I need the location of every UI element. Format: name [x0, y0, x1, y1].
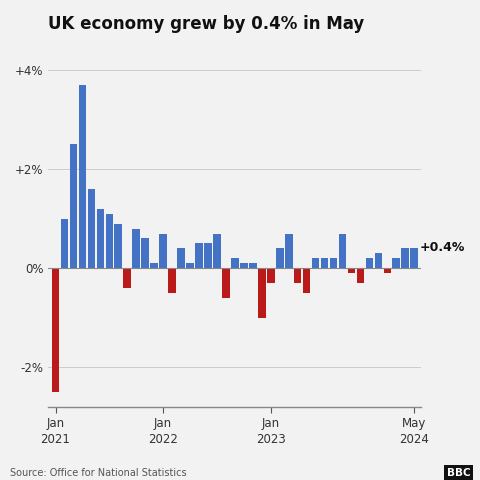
Bar: [115, 224, 122, 268]
Bar: [213, 233, 221, 268]
Bar: [312, 258, 319, 268]
Bar: [321, 258, 328, 268]
Bar: [374, 253, 382, 268]
Bar: [150, 263, 158, 268]
Bar: [96, 209, 104, 268]
Bar: [330, 258, 337, 268]
Bar: [60, 218, 68, 268]
Text: Source: Office for National Statistics: Source: Office for National Statistics: [10, 468, 186, 478]
Bar: [384, 268, 391, 273]
Bar: [339, 233, 346, 268]
Bar: [249, 263, 257, 268]
Text: +0.4%: +0.4%: [420, 241, 465, 254]
Bar: [294, 268, 301, 283]
Text: BBC: BBC: [447, 468, 470, 478]
Bar: [177, 248, 185, 268]
Bar: [195, 243, 203, 268]
Bar: [401, 248, 409, 268]
Bar: [393, 258, 400, 268]
Bar: [240, 263, 248, 268]
Text: UK economy grew by 0.4% in May: UK economy grew by 0.4% in May: [48, 15, 365, 33]
Bar: [87, 189, 95, 268]
Bar: [159, 233, 167, 268]
Bar: [106, 214, 113, 268]
Bar: [303, 268, 311, 293]
Bar: [132, 228, 140, 268]
Bar: [204, 243, 212, 268]
Bar: [348, 268, 355, 273]
Bar: [168, 268, 176, 293]
Bar: [52, 268, 60, 392]
Bar: [285, 233, 292, 268]
Bar: [410, 248, 418, 268]
Bar: [123, 268, 131, 288]
Bar: [222, 268, 230, 298]
Bar: [79, 85, 86, 268]
Bar: [357, 268, 364, 283]
Bar: [231, 258, 239, 268]
Bar: [258, 268, 265, 318]
Bar: [70, 144, 77, 268]
Bar: [276, 248, 284, 268]
Bar: [366, 258, 373, 268]
Bar: [186, 263, 194, 268]
Bar: [267, 268, 275, 283]
Bar: [142, 239, 149, 268]
